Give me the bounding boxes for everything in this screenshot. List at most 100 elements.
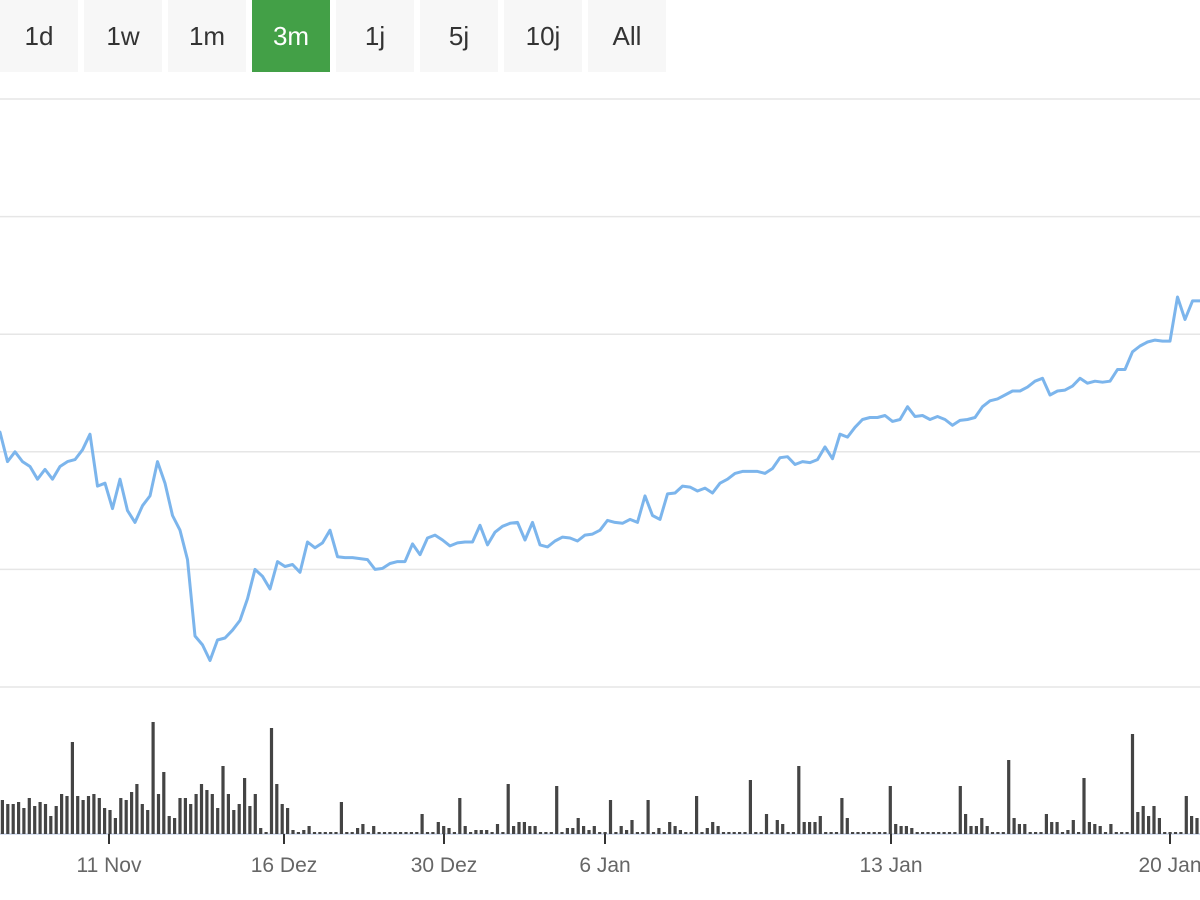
volume-bar [388,832,392,834]
volume-bar [1179,832,1183,834]
volume-bar [479,830,483,834]
volume-bar [1168,832,1172,834]
volume-bar [11,804,15,834]
volume-bar [1141,806,1145,834]
volume-bar [592,826,596,834]
volume-bar [646,800,650,834]
volume-bar [22,808,26,834]
volume-bar [533,826,537,834]
volume-bar [840,798,844,834]
volume-bar [1163,832,1167,834]
volume-bar [393,832,397,834]
volume-bar [248,806,252,834]
volume-bar [194,794,198,834]
volume-bar [130,792,134,834]
volume-bar [156,794,161,834]
grid-lines [0,98,1200,835]
volume-bar [1103,832,1108,834]
volume-bar [1109,824,1113,834]
volume-bar [334,832,338,834]
volume-bar [608,800,613,834]
volume-bar [442,826,446,834]
volume-bar [1050,822,1054,834]
range-tab-1j[interactable]: 1j [336,0,414,72]
volume-bar [269,728,274,834]
volume-bar [942,832,946,834]
volume-bar [1023,824,1027,834]
range-tab-1d[interactable]: 1d [0,0,78,72]
volume-bar [630,820,634,834]
volume-bar [894,824,898,834]
volume-bar [415,832,419,834]
volume-bar [205,790,209,834]
volume-bar [1034,832,1038,834]
volume-bar [173,818,177,834]
volume-bar [226,794,230,834]
volume-bar [738,832,742,834]
volume-bar [915,832,919,834]
volume-bar [851,832,855,834]
volume-bar [931,832,935,834]
x-axis: 11 Nov 16 Dez 30 Dez 6 Jan 13 Jan 20 Jan [77,834,1200,877]
range-tab-10j[interactable]: 10j [504,0,582,72]
volume-bar [711,822,715,834]
volume-bar [678,830,682,834]
volume-bar [221,766,225,834]
volume-bar [452,832,456,834]
volume-bar [1195,818,1199,834]
volume-bar [953,832,957,834]
volume-bar [786,832,790,834]
volume-bar [17,802,21,834]
volume-bar [705,828,709,834]
volume-bar [1157,818,1161,834]
volume-bar [27,798,31,834]
volume-bar [522,822,526,834]
x-tick-label: 16 Dez [251,854,318,877]
volume-bar [237,804,241,834]
volume-bar [43,804,48,834]
volume-bar [339,802,343,834]
range-tab-1w[interactable]: 1w [84,0,162,72]
volume-bar [469,832,473,834]
volume-bar [124,800,128,834]
volume-bar [495,824,500,834]
volume-bar [463,826,467,834]
volume-bar [108,810,112,834]
volume-bar [517,822,521,834]
volume-bar [598,832,602,834]
range-tab-3m[interactable]: 3m [252,0,330,72]
volume-bar [1044,814,1048,834]
x-tick-label: 13 Jan [859,854,922,877]
volume-bar [1060,832,1065,834]
volume-bar [501,832,505,834]
volume-bar [958,786,962,834]
range-tab-1m[interactable]: 1m [168,0,246,72]
volume-bar [210,794,214,834]
volume-bar [199,784,204,834]
volume-bar [377,832,381,834]
volume-bar [0,800,5,834]
volume-bar [764,814,769,834]
volume-bar [689,832,693,834]
volume-bar [1055,822,1059,834]
volume-bar [888,786,892,834]
volume-bar [544,832,548,834]
volume-bars [0,722,1199,834]
volume-bar [350,832,354,834]
volume-bar [404,832,408,834]
volume-bar [684,832,688,834]
volume-bar [151,722,155,834]
volume-bar [834,832,839,834]
volume-bar [178,798,182,834]
volume-bar [1001,832,1005,834]
volume-bar [291,830,295,834]
volume-bar [1093,824,1097,834]
volume-bar [512,826,516,834]
volume-bar [872,832,876,834]
volume-bar [528,826,532,834]
range-tab-all[interactable]: All [588,0,666,72]
x-tick-label: 11 Nov [77,854,142,877]
volume-bar [867,832,871,834]
volume-bar [259,828,263,834]
range-tab-5j[interactable]: 5j [420,0,498,72]
